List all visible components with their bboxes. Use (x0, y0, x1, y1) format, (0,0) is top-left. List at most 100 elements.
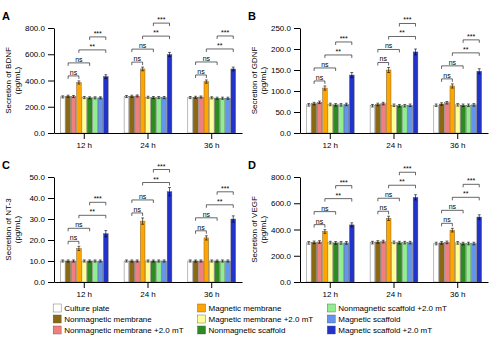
bar (445, 103, 450, 133)
annotation: ns (443, 72, 451, 79)
bar (402, 243, 407, 282)
bracket (196, 218, 218, 221)
figure: 0.0200.0400.0600.0800.012 h24 h36 hSecre… (0, 0, 500, 342)
error-bar (472, 242, 475, 245)
error-bar (72, 260, 75, 262)
legend-swatch (327, 326, 335, 334)
error-bar (472, 104, 475, 107)
bar (455, 105, 460, 133)
error-bar (393, 104, 396, 107)
y-axis: 0.0200.0400.0600.0800.0 (25, 24, 55, 138)
bracket (389, 36, 416, 39)
tick-label: 0.0 (34, 129, 46, 138)
bar (146, 97, 151, 133)
bar (156, 98, 161, 133)
bar (162, 261, 167, 282)
error-bar (440, 103, 443, 106)
bar (188, 261, 193, 282)
error-bar (329, 241, 332, 244)
legend: Culture plateNonmagnetic membraneNonmagn… (53, 304, 447, 335)
bracket (442, 223, 453, 226)
series (82, 260, 214, 282)
bar (82, 261, 87, 282)
series (82, 96, 214, 133)
legend-swatch (53, 326, 61, 334)
error-bar (136, 260, 139, 262)
annotation: ns (75, 56, 83, 63)
tick-mark (48, 240, 54, 241)
bar (220, 98, 225, 133)
panel: 0.0200.0400.0600.0800.012 h24 h36 hSecre… (2, 10, 243, 150)
tick: 12 h (322, 282, 338, 299)
tick: 50.0 (29, 173, 54, 182)
error-bar (350, 73, 353, 78)
bracket (452, 197, 479, 200)
legend-item: Magnetic scaffold +2.0 mT (327, 326, 432, 335)
error-bar (130, 95, 133, 97)
bar (87, 98, 92, 133)
bar (466, 244, 471, 282)
bar (339, 243, 344, 282)
tick: 400.0 (25, 77, 54, 86)
error-bar (216, 97, 219, 99)
error-bar (329, 103, 332, 106)
error-bar (163, 97, 166, 99)
bar (93, 98, 98, 133)
legend-label: Nonmagnetic scaffold +2.0 mT (338, 304, 447, 313)
legend-swatch (198, 304, 206, 312)
bar (370, 106, 375, 133)
series (66, 95, 198, 133)
bar (306, 105, 311, 133)
tick-mark (148, 133, 149, 139)
annotation: ns (316, 74, 324, 81)
error-bar (147, 260, 150, 262)
legend-swatch (198, 326, 206, 334)
tick-mark (330, 282, 331, 288)
series (93, 97, 225, 133)
bracket (442, 79, 453, 82)
panel-title: A (2, 10, 10, 22)
legend-item: Nonmagnetic membrane (53, 315, 152, 324)
bar (103, 77, 108, 133)
bar (461, 244, 466, 282)
bar (477, 217, 482, 282)
bracket (217, 36, 233, 39)
bar (450, 86, 455, 133)
bar (323, 231, 328, 282)
series (71, 260, 203, 282)
annotation: *** (467, 177, 475, 184)
y-axis-title-line: Secretion of NT-3 (4, 198, 13, 261)
annotation: ** (336, 192, 342, 199)
annotation: *** (157, 163, 165, 170)
bar (328, 243, 333, 282)
y-axis-title-line: (pg/mL) (259, 66, 268, 94)
panel: 0.050.0100.0150.0200.0250.012 h24 h36 hS… (248, 10, 489, 150)
tick-mark (294, 28, 300, 29)
annotation: ** (463, 46, 469, 53)
tick-mark (294, 70, 300, 71)
tick-mark (457, 282, 458, 288)
series (339, 104, 471, 133)
tick-label: 24 h (140, 141, 156, 150)
legend-label: Magnetic scaffold +2.0 mT (338, 326, 432, 335)
tick-label: 20.0 (29, 236, 45, 245)
tick: 36 h (204, 282, 220, 299)
error-bar (210, 260, 213, 262)
bracket (463, 40, 479, 43)
error-bar (456, 242, 459, 245)
legend-swatch (327, 304, 335, 312)
annotation: ** (153, 29, 159, 36)
error-bar (387, 216, 390, 220)
error-bar (232, 216, 235, 222)
tick-label: 0.0 (34, 278, 46, 287)
series (77, 67, 209, 133)
annotation: *** (157, 16, 165, 23)
error-bar (318, 101, 321, 104)
error-bar (104, 75, 107, 79)
bar (328, 104, 333, 133)
error-bar (83, 97, 86, 99)
plot-area (60, 188, 235, 283)
series (71, 95, 203, 133)
legend-label: Nonmagnetic scaffold (209, 326, 286, 335)
annotation: ns (197, 224, 205, 231)
